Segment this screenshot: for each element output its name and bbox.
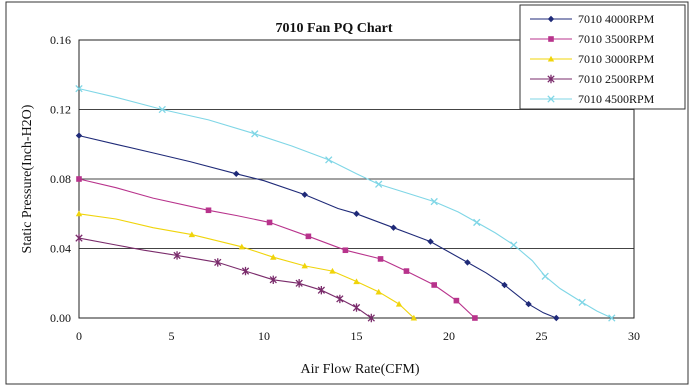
x-tick-label-1: 5	[169, 329, 175, 343]
data-point-4-8	[541, 272, 549, 280]
x-tick-label-4: 20	[443, 329, 455, 343]
data-point-4-2	[251, 130, 259, 138]
data-point-0-1	[233, 170, 240, 177]
data-point-4-5	[430, 197, 438, 206]
data-point-1-8	[453, 297, 460, 304]
data-point-1-2	[266, 219, 273, 226]
y-axis-label: Static Pressure(Inch-H2O)	[20, 104, 35, 253]
series-4	[75, 84, 616, 322]
data-point-1-5	[377, 256, 384, 262]
legend-marker-1	[548, 36, 554, 42]
data-point-2-7	[375, 288, 382, 295]
legend-marker-4	[547, 95, 555, 103]
data-point-4-6	[473, 218, 481, 227]
series-1	[76, 176, 478, 321]
y-tick-label-3: 0.12	[50, 103, 71, 117]
legend-label-4: 7010 4500RPM	[578, 92, 655, 106]
data-point-3-9	[367, 313, 375, 323]
series-line-3	[78, 237, 372, 319]
data-point-1-1	[205, 207, 212, 214]
data-point-4-1	[158, 105, 166, 114]
data-point-1-0	[76, 176, 82, 182]
chart-title: 7010 Fan PQ Chart	[275, 21, 392, 36]
data-point-1-9	[472, 315, 478, 321]
data-point-3-1	[173, 251, 181, 260]
legend-label-3: 7010 2500RPM	[578, 72, 655, 86]
data-point-2-2	[238, 243, 245, 250]
x-tick-label-6: 30	[628, 329, 640, 343]
data-point-4-10	[608, 314, 616, 322]
x-axis-label: Air Flow Rate(CFM)	[301, 362, 420, 377]
data-point-1-6	[403, 268, 410, 274]
legend-marker-0	[547, 15, 555, 23]
legend-box	[519, 4, 686, 110]
data-point-0-7	[501, 281, 508, 289]
x-tick-label-2: 10	[258, 329, 270, 343]
data-point-0-0	[75, 132, 83, 139]
data-point-4-9	[578, 298, 586, 307]
y-tick-label-2: 0.08	[50, 172, 71, 186]
data-point-4-0	[75, 84, 83, 93]
series-line-2	[78, 213, 415, 319]
data-point-2-5	[329, 267, 336, 274]
data-point-2-3	[270, 253, 277, 260]
data-point-3-8	[352, 303, 361, 312]
data-point-0-6	[464, 259, 471, 266]
legend-label-2: 7010 3000RPM	[578, 52, 655, 66]
legend-label-1: 7010 3500RPM	[578, 32, 655, 46]
data-point-3-5	[295, 279, 303, 288]
data-point-1-4	[342, 247, 349, 254]
data-point-3-0	[75, 233, 83, 243]
data-point-3-2	[214, 258, 222, 267]
series-2	[75, 210, 418, 321]
data-point-0-9	[553, 314, 560, 322]
data-point-4-4	[375, 180, 383, 188]
x-tick-label-0: 0	[76, 329, 82, 343]
data-point-0-2	[301, 191, 308, 198]
data-point-3-4	[269, 275, 277, 284]
y-tick-labels: 0.00 0.04 0.08 0.12 0.16	[50, 33, 71, 325]
data-point-2-9	[410, 314, 418, 321]
x-tick-label-5: 25	[536, 329, 548, 343]
legend-marker-2	[547, 55, 555, 62]
data-point-0-5	[427, 238, 434, 245]
data-point-2-8	[395, 300, 403, 307]
data-point-4-3	[325, 156, 333, 164]
data-point-2-4	[301, 262, 308, 269]
data-point-3-3	[241, 266, 250, 276]
data-point-2-0	[75, 210, 83, 217]
series-layer	[75, 84, 616, 323]
data-point-3-6	[317, 286, 326, 295]
data-point-3-7	[336, 294, 344, 304]
data-point-1-7	[431, 282, 437, 288]
legend-marker-3	[547, 74, 555, 84]
data-point-4-7	[510, 241, 518, 249]
legend: 7010 4000RPM 7010 3500RPM 7010 3000RPM 7010…	[519, 4, 686, 110]
x-tick-labels: 0 5 10 15 20 25 30	[76, 329, 640, 343]
data-point-0-4	[390, 224, 397, 231]
data-point-0-3	[353, 210, 360, 217]
data-point-2-6	[353, 278, 360, 285]
y-tick-label-4: 0.16	[50, 33, 71, 47]
data-point-2-1	[188, 231, 196, 238]
data-point-0-8	[525, 300, 532, 308]
y-tick-label-1: 0.04	[50, 242, 71, 256]
series-3	[75, 233, 375, 323]
data-point-1-3	[305, 233, 312, 240]
y-tick-label-0: 0.00	[50, 311, 71, 325]
legend-label-0: 7010 4000RPM	[578, 12, 655, 26]
x-tick-label-3: 15	[351, 329, 363, 343]
series-0	[75, 132, 560, 322]
